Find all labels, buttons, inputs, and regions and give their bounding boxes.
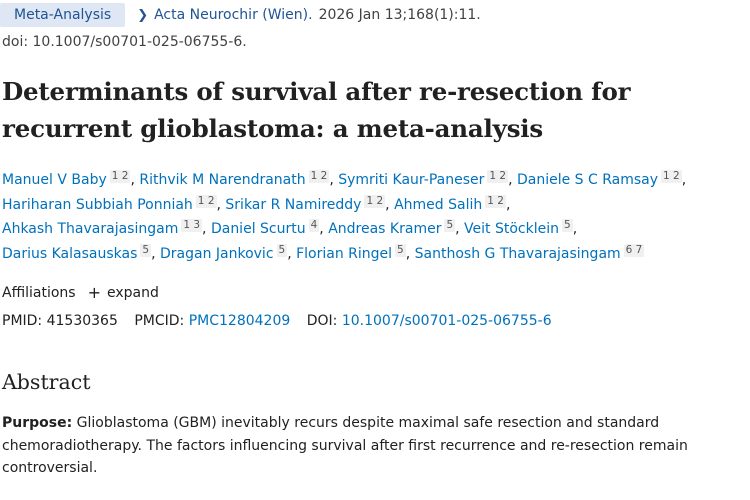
affiliation-ref[interactable]: 1 2 xyxy=(109,170,131,183)
affiliation-ref[interactable]: 5 xyxy=(276,243,288,257)
affiliations-row: Affiliations + expand xyxy=(2,283,159,302)
author-link[interactable]: Darius Kalasauskas xyxy=(2,245,138,262)
author-link[interactable]: Dragan Jankovic xyxy=(159,245,274,262)
pmid-value: 41530365 xyxy=(46,313,118,329)
author-link[interactable]: Santhosh G Thavarajasingam xyxy=(414,245,621,262)
author-link[interactable]: Srikar R Namireddy xyxy=(225,196,362,213)
affiliation-ref[interactable]: 1 2 xyxy=(364,194,386,208)
affiliation-ref[interactable]: 1 2 xyxy=(661,170,682,183)
affiliation-ref[interactable]: 5 xyxy=(444,219,456,233)
author-link[interactable]: Hariharan Subbiah Ponniah xyxy=(2,196,193,213)
expand-affiliations-button[interactable]: + expand xyxy=(87,283,159,302)
doi-link[interactable]: 10.1007/s00701-025-06755-6 xyxy=(341,313,552,329)
chevron-right-icon: ❯ xyxy=(137,7,149,23)
purpose-label: Purpose: xyxy=(2,415,73,431)
doi-text: doi: 10.1007/s00701-025-06755-6. xyxy=(2,34,247,50)
affiliations-label: Affiliations xyxy=(2,285,76,301)
pmcid-link[interactable]: PMC12804209 xyxy=(188,313,291,329)
author-list: Manuel V Baby 1 2, Rithvik M Narendranath… xyxy=(2,170,687,262)
article-title: Determinants of survival after re-resect… xyxy=(2,77,631,143)
affiliation-ref[interactable]: 1 2 xyxy=(195,194,217,208)
doi-label: DOI: xyxy=(306,313,338,329)
abstract-heading: Abstract xyxy=(2,370,91,394)
author-link[interactable]: Ahmed Salih xyxy=(394,196,483,213)
citation-details: 2026 Jan 13;168(1):11. xyxy=(318,7,481,23)
author-link[interactable]: Florian Ringel xyxy=(296,245,393,262)
affiliation-ref[interactable]: 5 xyxy=(140,243,152,257)
author-link[interactable]: Manuel V Baby xyxy=(2,172,107,188)
author-link[interactable]: Daniele S C Ramsay xyxy=(516,172,659,188)
author-link[interactable]: Andreas Kramer xyxy=(328,221,442,238)
pmid-label: PMID: xyxy=(2,313,43,329)
identifiers-row: PMID: 41530365 PMCID: PMC12804209 DOI: 1… xyxy=(2,313,552,329)
author-link[interactable]: Ahkash Thavarajasingam xyxy=(2,221,179,238)
affiliation-ref[interactable]: 1 2 xyxy=(487,170,509,183)
author-link[interactable]: Symriti Kaur-Paneser xyxy=(338,172,485,188)
author-link[interactable]: Daniel Scurtu xyxy=(210,221,306,238)
plus-icon: + xyxy=(87,283,101,302)
author-link[interactable]: Veit Stöcklein xyxy=(464,221,559,238)
pmcid-label: PMCID: xyxy=(134,313,185,329)
expand-label: expand xyxy=(107,285,159,301)
author-link[interactable]: Rithvik M Narendranath xyxy=(139,172,306,188)
purpose-text: Glioblastoma (GBM) inevitably recurs des… xyxy=(2,415,688,476)
affiliation-ref[interactable]: 1 3 xyxy=(181,219,203,233)
affiliation-ref[interactable]: 1 2 xyxy=(308,170,330,183)
affiliation-ref[interactable]: 1 2 xyxy=(485,194,506,208)
publication-type-badge[interactable]: Meta-Analysis xyxy=(0,3,126,27)
affiliation-ref[interactable]: 5 xyxy=(395,243,406,257)
affiliation-ref[interactable]: 5 xyxy=(562,219,573,233)
abstract-purpose: Purpose: Glioblastoma (GBM) inevitably r… xyxy=(2,412,748,480)
affiliation-ref[interactable]: 6 7 xyxy=(623,243,645,257)
affiliation-ref[interactable]: 4 xyxy=(308,219,320,233)
publication-header: Meta-Analysis ❯ Acta Neurochir (Wien). 2… xyxy=(0,3,481,27)
journal-link[interactable]: Acta Neurochir (Wien). xyxy=(154,7,313,23)
